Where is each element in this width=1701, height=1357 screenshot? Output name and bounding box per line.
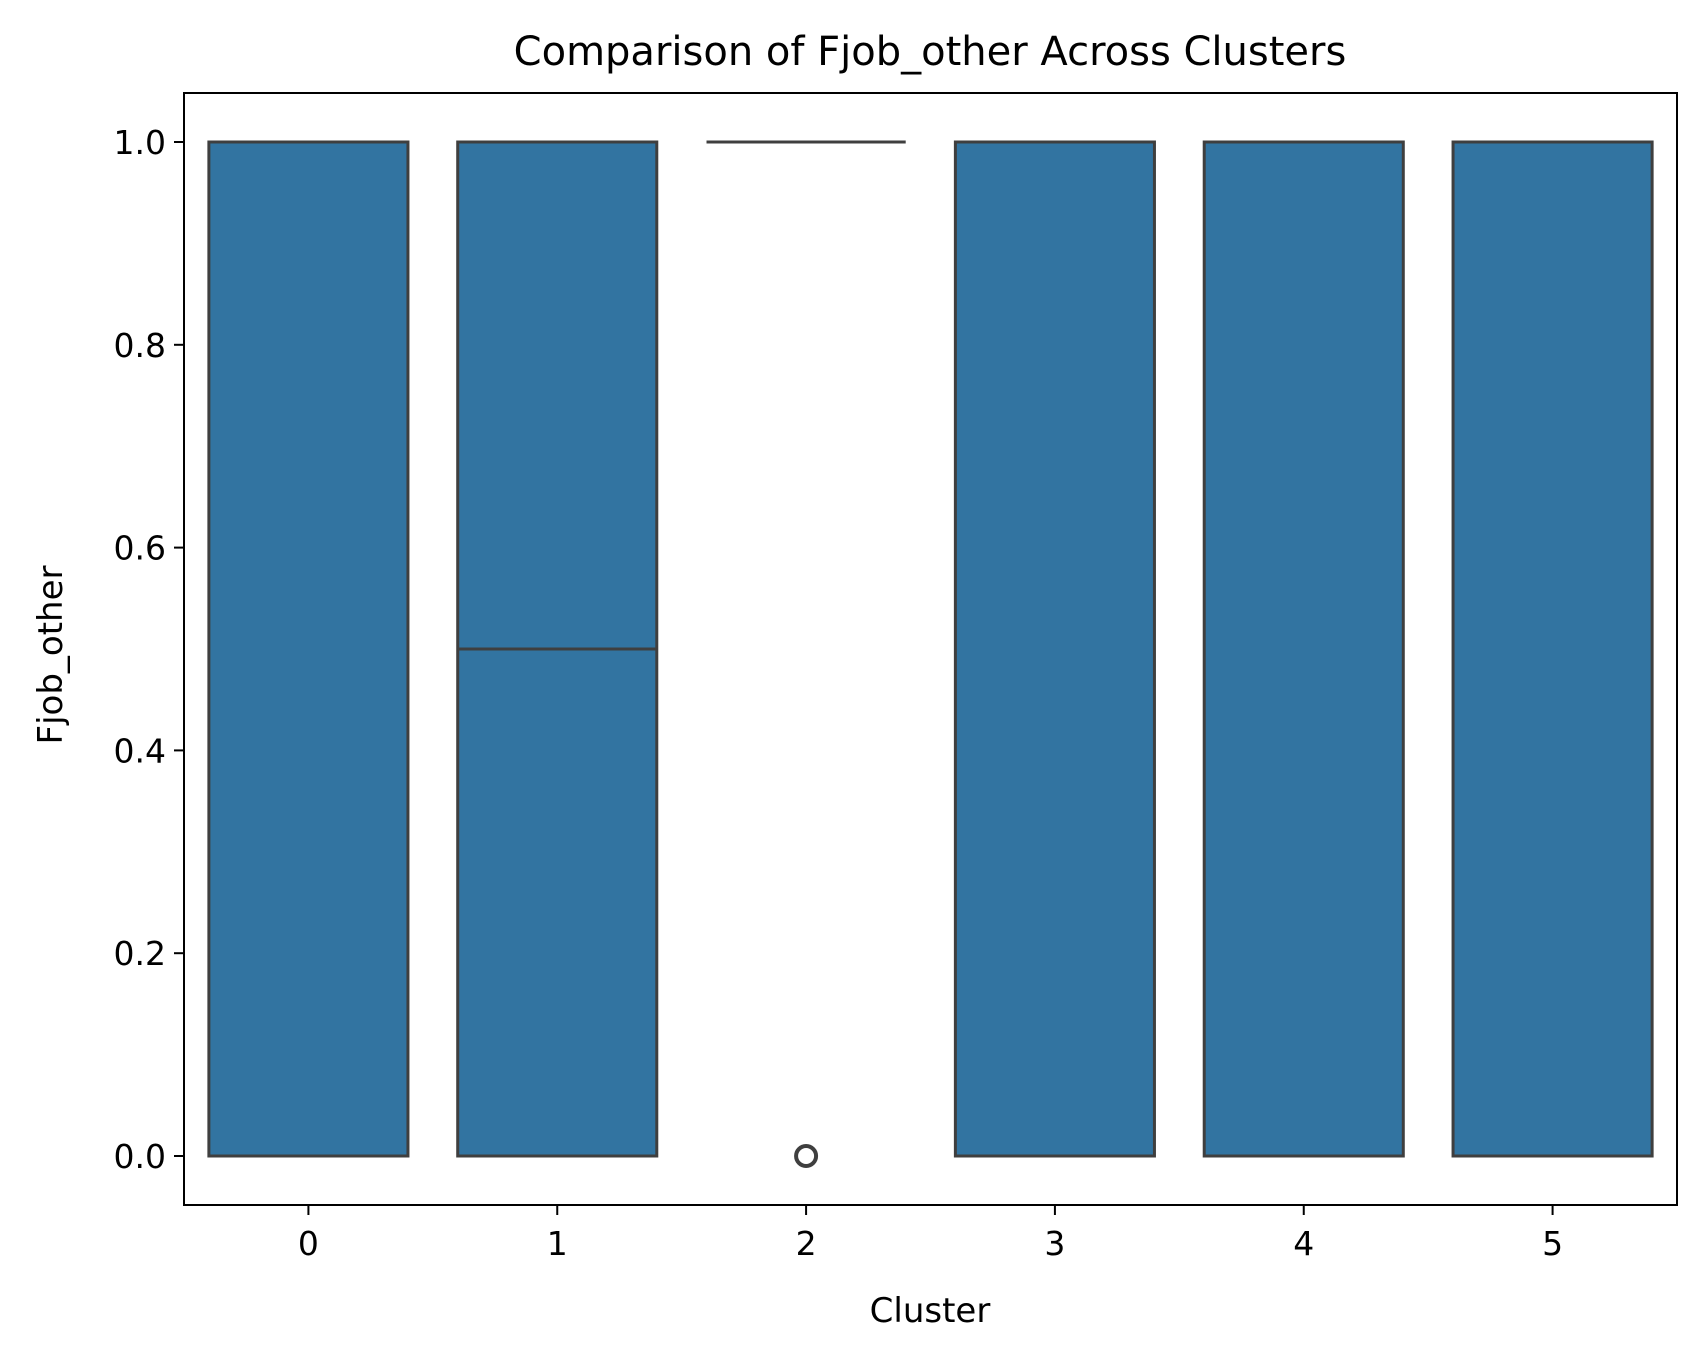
y-tick-label: 1.0 [114,123,166,162]
box-0 [207,140,410,1158]
x-tick-label: 2 [796,1224,817,1263]
box-group-2 [706,140,906,1168]
x-tick-label: 4 [1293,1224,1314,1263]
box-4 [1202,140,1405,1158]
box-3 [953,140,1156,1158]
y-tick-label: 0.0 [114,1137,166,1176]
y-tick-label: 0.6 [114,529,166,568]
box-group-1 [456,140,659,1158]
y-tick-label: 0.8 [114,326,166,365]
x-tick-label: 1 [547,1224,568,1263]
plot-marks [207,140,1654,1168]
box-group-0 [207,140,410,1158]
x-tick-label: 0 [298,1224,319,1263]
box-group-5 [1451,140,1654,1158]
y-axis-ticks: 0.0 0.2 0.4 0.6 0.8 1.0 [114,123,184,1176]
y-tick-label: 0.2 [114,934,166,973]
y-tick-label: 0.4 [114,731,166,770]
box-group-4 [1202,140,1405,1158]
box-group-3 [953,140,1156,1158]
x-axis-label: Cluster [870,1291,991,1331]
x-tick-label: 3 [1044,1224,1065,1263]
y-axis-label: Fjob_other [31,565,71,744]
x-axis-ticks: 0 1 2 3 4 5 [298,1205,1563,1263]
chart-title: Comparison of Fjob_other Across Clusters [514,29,1347,75]
x-tick-label: 5 [1542,1224,1563,1263]
axes-frame [183,92,1678,1206]
box-5 [1451,140,1654,1158]
outlier-point-2-0 [794,1144,819,1168]
